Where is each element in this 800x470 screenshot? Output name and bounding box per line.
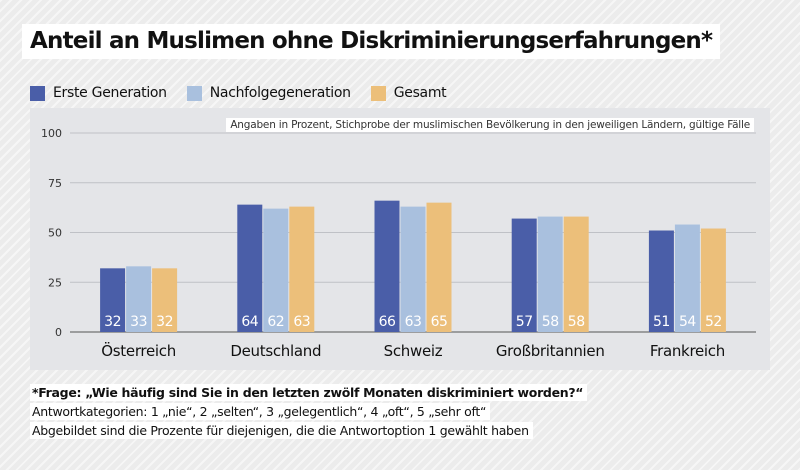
x-tick-label-deutschland: Deutschland xyxy=(230,342,321,360)
data-label-frankreich-gesamt: 52 xyxy=(705,314,722,330)
legend-label-gesamt: Gesamt xyxy=(393,85,447,101)
data-label-deutschland-nachfolgegeneration: 62 xyxy=(267,314,284,330)
bar-deutschland-nachfolgegeneration xyxy=(263,208,289,332)
bar-frankreich-erste-generation xyxy=(648,230,674,332)
y-tick-label-50: 50 xyxy=(48,227,62,240)
y-tick-label-25: 25 xyxy=(48,276,62,289)
data-label-oesterreich-nachfolgegeneration: 33 xyxy=(130,314,147,330)
x-tick-label-frankreich: Frankreich xyxy=(650,342,725,360)
legend-item-gesamt: Gesamt xyxy=(370,85,447,101)
legend: Erste Generation Nachfolgegeneration Ges… xyxy=(30,85,466,101)
y-tick-label-75: 75 xyxy=(48,177,62,190)
data-label-deutschland-erste-generation: 64 xyxy=(241,314,258,330)
legend-item-erste-generation: Erste Generation xyxy=(30,85,167,101)
bar-deutschland-erste-generation xyxy=(237,204,263,332)
chart-panel: Angaben in Prozent, Stichprobe der musli… xyxy=(30,108,770,370)
bar-oesterreich-gesamt xyxy=(152,268,178,332)
data-label-frankreich-erste-generation: 51 xyxy=(653,314,670,330)
legend-label-nachfolgegeneration: Nachfolgegeneration xyxy=(209,85,351,101)
footnote-shown: Abgebildet sind die Prozente für diejeni… xyxy=(30,422,533,439)
data-label-oesterreich-gesamt: 32 xyxy=(156,314,173,330)
bar-oesterreich-nachfolgegeneration xyxy=(126,266,152,332)
data-label-frankreich-nachfolgegeneration: 54 xyxy=(679,314,696,330)
data-label-schweiz-erste-generation: 66 xyxy=(379,314,396,330)
y-tick-label-0: 0 xyxy=(55,326,62,339)
data-label-schweiz-nachfolgegeneration: 63 xyxy=(405,314,422,330)
legend-swatch-erste-generation xyxy=(30,85,45,101)
x-tick-label-schweiz: Schweiz xyxy=(384,342,443,360)
bar-schweiz-gesamt xyxy=(426,202,452,332)
bar-oesterreich-erste-generation xyxy=(100,268,126,332)
legend-swatch-nachfolgegeneration xyxy=(186,85,202,101)
bar-grossbritannien-nachfolgegeneration xyxy=(537,216,563,332)
bar-chart: 0 25 50 75 100 32 33 32 Österreich 64 62 63 Deutschl… xyxy=(41,127,756,360)
chart-title: Anteil an Muslimen ohne Diskriminierungs… xyxy=(22,24,721,59)
data-label-deutschland-gesamt: 63 xyxy=(293,314,310,330)
footnote-answer-categories: Antwortkategorien: 1 „nie“, 2 „selten“, … xyxy=(30,403,491,420)
bar-frankreich-gesamt xyxy=(700,228,726,332)
footnotes: *Frage: „Wie häufig sind Sie in den letz… xyxy=(30,384,588,441)
data-label-grossbritannien-nachfolgegeneration: 58 xyxy=(542,314,559,330)
legend-label-erste-generation: Erste Generation xyxy=(53,85,167,101)
chart-note: Angaben in Prozent, Stichprobe der musli… xyxy=(226,118,754,132)
legend-item-nachfolgegeneration: Nachfolgegeneration xyxy=(186,85,351,101)
bar-schweiz-nachfolgegeneration xyxy=(400,206,426,332)
y-tick-label-100: 100 xyxy=(41,127,62,140)
legend-swatch-gesamt xyxy=(370,85,386,101)
data-label-grossbritannien-erste-generation: 57 xyxy=(516,314,533,330)
x-tick-label-oesterreich: Österreich xyxy=(101,341,176,360)
x-tick-label-grossbritannien: Großbritannien xyxy=(496,342,605,360)
bar-schweiz-erste-generation xyxy=(374,200,400,332)
bar-deutschland-gesamt xyxy=(289,206,315,332)
bar-grossbritannien-erste-generation xyxy=(511,218,537,332)
bar-grossbritannien-gesamt xyxy=(563,216,589,332)
data-label-schweiz-gesamt: 65 xyxy=(431,314,448,330)
footnote-question: *Frage: „Wie häufig sind Sie in den letz… xyxy=(30,384,588,401)
bar-frankreich-nachfolgegeneration xyxy=(674,224,700,332)
data-label-oesterreich-erste-generation: 32 xyxy=(104,314,121,330)
data-label-grossbritannien-gesamt: 58 xyxy=(568,314,585,330)
